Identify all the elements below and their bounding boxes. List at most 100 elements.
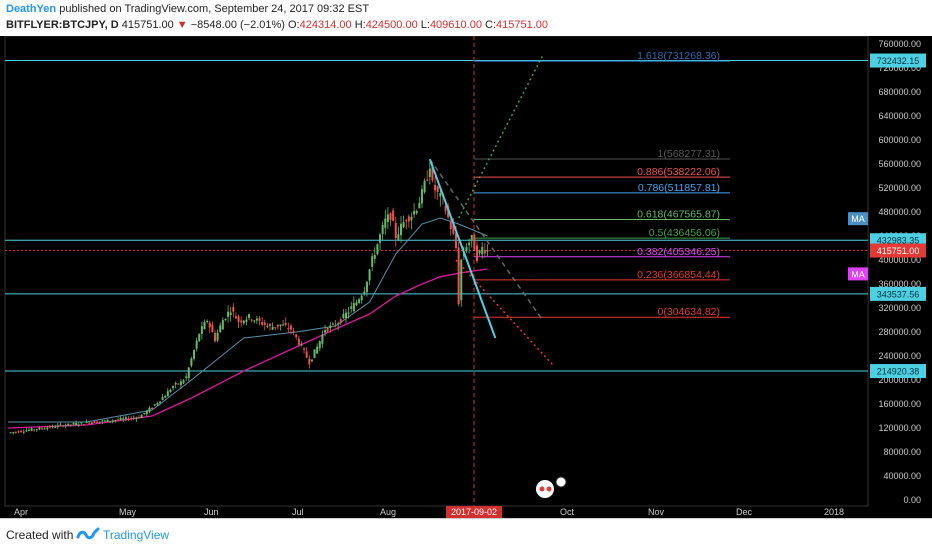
candle-body (358, 299, 361, 303)
symbol-label: BITFLYER:BTCJPY, D (6, 19, 119, 31)
candle-body (93, 421, 96, 423)
candle-body (111, 420, 114, 422)
candle-body (324, 330, 327, 333)
candle-body (27, 429, 30, 431)
candle-body (337, 323, 340, 325)
candle-body (310, 359, 313, 362)
candle-body (122, 418, 125, 420)
y-tick-label: 80000.00 (883, 447, 921, 457)
candle-body (229, 312, 232, 316)
last-price-tag (870, 243, 926, 258)
candle-body (17, 431, 20, 433)
candle-body (211, 324, 214, 333)
candle-body (431, 164, 434, 181)
candle-body (248, 314, 251, 318)
author-name[interactable]: DeathYen (6, 3, 57, 15)
event-marker-icon[interactable] (536, 480, 554, 498)
candle-body (38, 427, 41, 430)
fib-level-label: 0.236(366854.44) (637, 269, 720, 281)
candle-body (418, 203, 421, 209)
candle-body (182, 380, 185, 384)
high-label: H: (354, 19, 366, 31)
candle-body (253, 320, 256, 322)
candle-body (271, 326, 274, 330)
high-value: 424500.00 (365, 19, 418, 31)
candle-body (62, 425, 65, 427)
candle-body (410, 216, 413, 221)
candle-body (179, 381, 182, 386)
tradingview-logo-icon (76, 527, 100, 540)
y-tick-label: 240000.00 (878, 351, 921, 361)
candle-body (434, 184, 437, 191)
candle-body (258, 318, 261, 321)
x-tick-label: Oct (560, 507, 575, 517)
candle-body (109, 420, 112, 422)
published-text: published on TradingView.com, September … (59, 3, 370, 15)
candle-body (103, 420, 106, 422)
candle-body (413, 210, 416, 215)
candle-body (316, 346, 319, 354)
candle-body (381, 224, 384, 234)
candle-body (143, 413, 146, 415)
candle-body (436, 186, 439, 192)
fib-level-label: 0(304634.82) (658, 306, 720, 318)
candle-body (384, 218, 387, 228)
projection-dotted-down[interactable] (455, 259, 554, 366)
candle-body (185, 376, 188, 378)
candle-body (326, 327, 329, 331)
candle-body (376, 244, 379, 255)
candle-body (98, 421, 101, 423)
cursor-date-tag (446, 506, 502, 518)
candle-body (124, 417, 127, 419)
projection-dashed-down[interactable] (429, 158, 544, 321)
fib-level-label: 0.5(436456.06) (649, 227, 720, 239)
fib-level-label: 1(568277.31) (658, 148, 720, 160)
candle-body (289, 325, 292, 330)
level-price-tag (870, 53, 926, 68)
candle-body (284, 323, 287, 326)
x-tick-label: 2018 (824, 507, 844, 517)
candle-body (164, 396, 167, 398)
y-tick-label: 680000.00 (878, 87, 921, 97)
candle-body (313, 349, 316, 359)
plot-area[interactable] (4, 35, 869, 507)
candle-body (308, 358, 311, 365)
projection-dotted-up[interactable] (457, 55, 544, 219)
price-chart[interactable]: 760000.00 720000.00 680000.00 640000.00 6000… (0, 35, 932, 518)
event-info-icon[interactable] (555, 476, 567, 488)
candle-body (206, 320, 209, 322)
y-tick-label: 480000.00 (878, 207, 921, 217)
candle-body (449, 221, 452, 229)
candle-body (224, 318, 227, 320)
candle-body (452, 224, 455, 234)
candle-body (75, 423, 78, 426)
tradingview-link[interactable]: TradingView (103, 528, 170, 542)
ma-fast-line (8, 217, 488, 423)
x-tick-label: May (119, 507, 137, 517)
candle-body (292, 330, 295, 332)
candle-body (33, 429, 36, 431)
fib-level-label: 0.886(538222.06) (637, 166, 720, 178)
candle-body (90, 422, 93, 424)
y-tick-label: 160000.00 (878, 399, 921, 409)
close-label: C: (485, 19, 496, 31)
fib-level-label: 0.618(467565.87) (637, 208, 720, 220)
candle-body (216, 332, 219, 341)
candle-body (397, 234, 400, 240)
candle-body (344, 312, 347, 319)
candle-body (213, 333, 216, 342)
candle-body (56, 425, 59, 427)
projection-trendline[interactable] (428, 158, 497, 339)
candle-body (261, 322, 264, 325)
level-price-label: 732432.15 (877, 56, 920, 66)
candle-body (303, 348, 306, 350)
candle-body (426, 179, 429, 181)
candle-body (287, 328, 290, 330)
candle-body (342, 313, 345, 318)
x-tick-label: Nov (648, 507, 665, 517)
candle-body (41, 428, 44, 430)
candle-body (30, 428, 33, 431)
candle-body (439, 193, 442, 197)
chart-svg[interactable]: 760000.00 720000.00 680000.00 640000.00 6000… (0, 35, 932, 518)
candle-body (48, 426, 51, 428)
